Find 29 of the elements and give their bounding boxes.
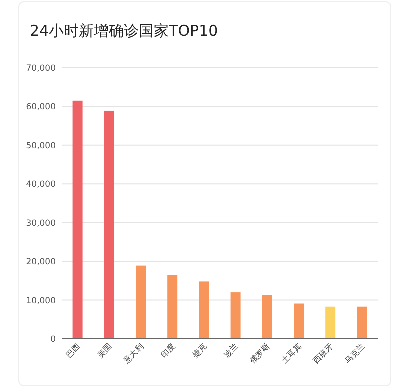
y-tick-label: 70,000 <box>26 64 56 74</box>
bar <box>230 292 241 339</box>
bar <box>326 306 336 339</box>
y-tick-label: 60,000 <box>26 102 56 113</box>
x-tick-label: 印度 <box>159 342 178 360</box>
x-tick-label: 乌克兰 <box>343 342 367 366</box>
y-tick-label: 10,000 <box>26 296 56 306</box>
bar <box>104 110 114 339</box>
bar <box>168 276 178 339</box>
y-tick-label: 40,000 <box>26 180 56 190</box>
bar <box>262 295 272 339</box>
y-tick-label: 0 <box>50 335 56 345</box>
x-tick-label: 俄罗斯 <box>248 342 272 366</box>
x-tick-label: 美国 <box>96 342 114 360</box>
bar <box>294 304 304 339</box>
x-tick-label: 西班牙 <box>312 342 336 366</box>
y-tick-label: 50,000 <box>26 141 56 152</box>
y-tick-label: 30,000 <box>26 218 56 229</box>
x-tick-label: 土耳其 <box>280 342 304 366</box>
x-tick-label: 捷克 <box>190 342 209 360</box>
bar <box>199 282 210 339</box>
chart-title: 24小时新增确诊国家TOP10 <box>30 22 218 40</box>
bar <box>136 266 146 339</box>
bar <box>72 100 83 339</box>
x-tick-label: 意大利 <box>121 342 146 366</box>
x-tick-label: 巴西 <box>64 342 82 360</box>
x-tick-label: 波兰 <box>222 342 240 360</box>
y-tick-label: 20,000 <box>26 258 56 268</box>
bar <box>357 306 368 339</box>
